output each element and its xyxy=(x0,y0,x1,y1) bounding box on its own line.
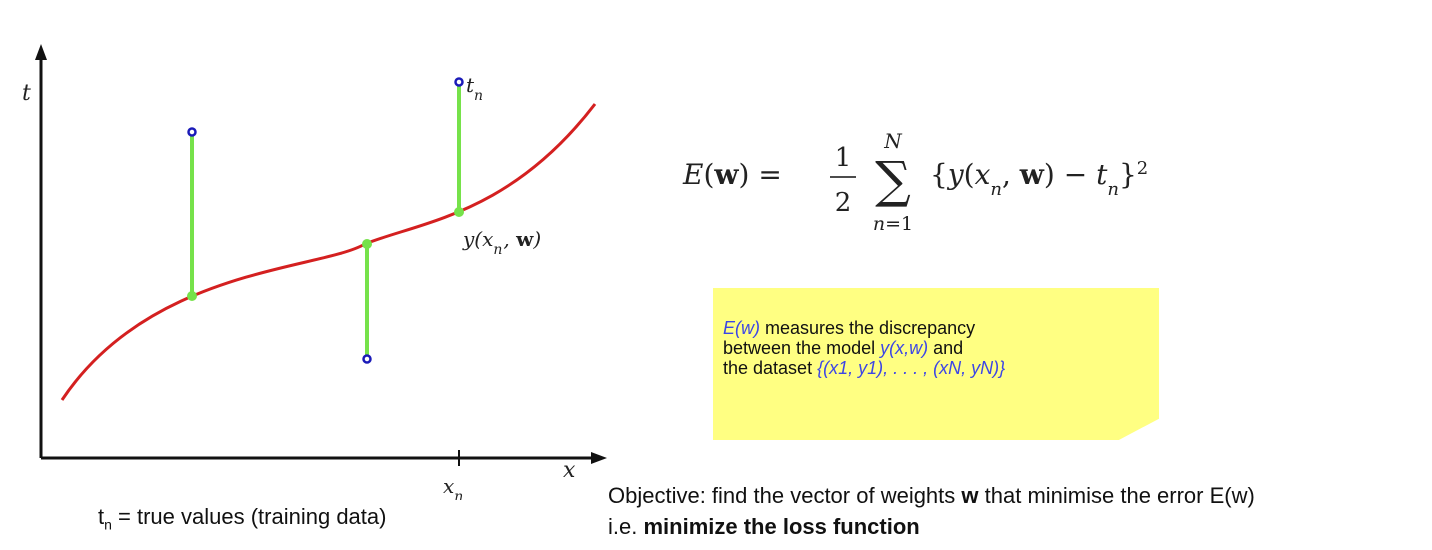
xn-label: xn xyxy=(443,474,463,500)
target-point xyxy=(362,354,372,364)
tn-label: tn xyxy=(466,73,483,104)
svg-text:N: N xyxy=(883,129,903,153)
x-axis-arrow xyxy=(591,452,607,464)
objective-text: Objective: find the vector of weights w … xyxy=(608,483,1255,539)
model-point xyxy=(454,207,464,217)
tn-caption: tn = true values (training data) xyxy=(98,504,387,533)
target-point xyxy=(187,127,197,137)
error-formula: E(w) = 1 2 N ∑ n=1 {y(xn, w) − tn}2 xyxy=(682,129,1148,235)
model-curve xyxy=(60,103,597,401)
x-axis-label: x xyxy=(563,458,576,483)
model-point xyxy=(362,239,372,249)
svg-text:n=1: n=1 xyxy=(873,213,913,235)
explanation-note: E(w) measures the discrepancy between th… xyxy=(713,288,1159,440)
model-point xyxy=(187,291,197,301)
t-axis-arrow xyxy=(35,44,47,60)
svg-text:1: 1 xyxy=(835,143,852,173)
curve-label: y(xn, w) xyxy=(462,227,541,258)
target-point xyxy=(454,77,464,87)
svg-text:E(w) =: E(w) = xyxy=(682,158,782,191)
regression-diagram: t x xn tn y(xn, w) xyxy=(22,44,607,500)
t-axis-label: t xyxy=(22,81,31,106)
svg-text:2: 2 xyxy=(835,188,852,218)
svg-text:{y(xn, w) − tn}2: {y(xn, w) − tn}2 xyxy=(930,158,1148,200)
svg-text:∑: ∑ xyxy=(875,151,911,209)
